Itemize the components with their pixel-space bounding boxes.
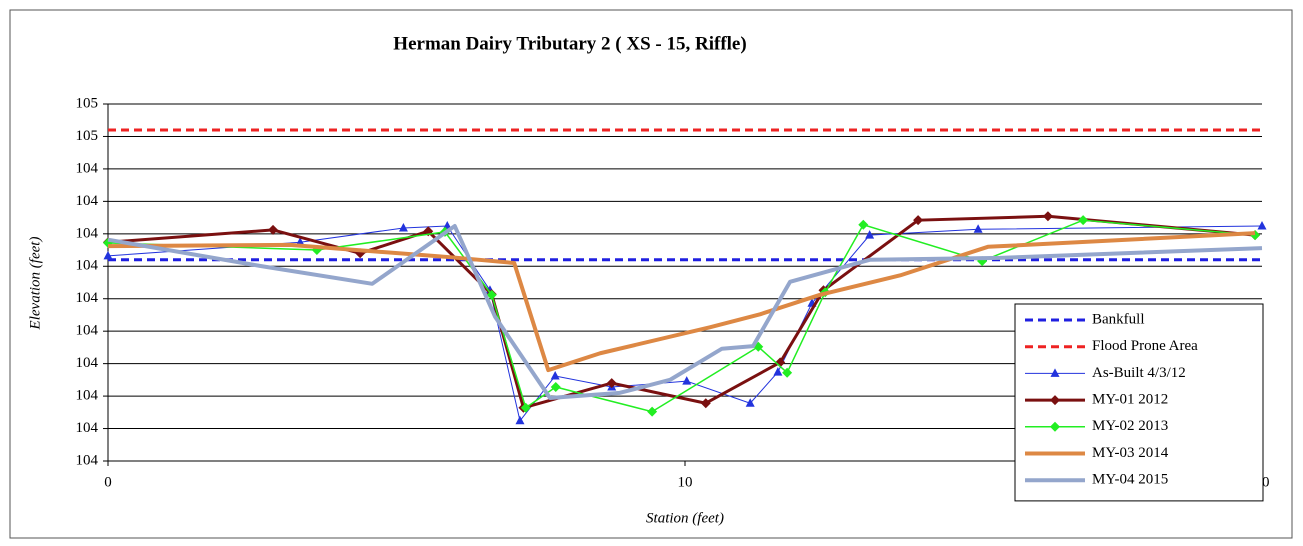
y-tick-label: 105: [76, 95, 99, 111]
marker: [745, 398, 755, 407]
marker: [1078, 215, 1089, 226]
marker: [606, 378, 617, 389]
marker: [865, 230, 875, 239]
x-tick-label: 0: [104, 474, 112, 490]
marker: [1257, 221, 1267, 230]
y-tick-label: 104: [76, 225, 99, 241]
marker: [647, 406, 658, 417]
y-tick-label: 105: [76, 128, 99, 144]
marker: [520, 402, 531, 413]
marker: [103, 250, 113, 260]
marker: [973, 224, 983, 233]
marker: [1050, 421, 1060, 432]
marker: [773, 367, 783, 376]
y-tick-label: 104: [76, 355, 99, 371]
legend-label: MY-01 2012: [1092, 392, 1168, 408]
y-tick-label: 104: [76, 160, 99, 176]
marker: [486, 289, 497, 300]
marker: [700, 398, 711, 409]
marker: [398, 222, 408, 232]
y-tick-label: 104: [76, 258, 99, 274]
y-axis-label: Elevation (feet): [27, 237, 43, 331]
y-tick-label: 104: [76, 290, 99, 306]
marker: [268, 224, 279, 235]
y-tick-label: 104: [76, 452, 99, 468]
legend-label: MY-02 2013: [1092, 418, 1168, 434]
y-tick-label: 104: [76, 388, 99, 404]
marker: [682, 376, 692, 385]
marker: [550, 370, 560, 380]
marker: [1050, 395, 1060, 406]
y-tick-label: 104: [76, 323, 99, 339]
y-tick-label: 104: [76, 193, 99, 209]
y-tick-label: 104: [76, 420, 99, 436]
marker: [858, 219, 869, 230]
legend-label: MY-03 2014: [1092, 445, 1169, 461]
legend-label: MY-04 2015: [1092, 472, 1168, 488]
marker: [782, 367, 793, 378]
series-line: [107, 224, 1263, 401]
x-axis-label: Station (feet): [646, 510, 724, 526]
marker: [515, 415, 525, 425]
legend-label: As-Built 4/3/12: [1092, 365, 1186, 381]
legend-label: Flood Prone Area: [1092, 338, 1198, 354]
legend-label: Bankfull: [1092, 311, 1145, 327]
series-line: [107, 231, 1256, 373]
marker: [550, 382, 561, 393]
marker: [913, 215, 924, 226]
chart-title: Herman Dairy Tributary 2 ( XS - 15, Riff…: [393, 33, 746, 54]
marker: [1050, 368, 1060, 377]
marker: [1042, 211, 1053, 222]
x-tick-label: 10: [678, 474, 693, 490]
